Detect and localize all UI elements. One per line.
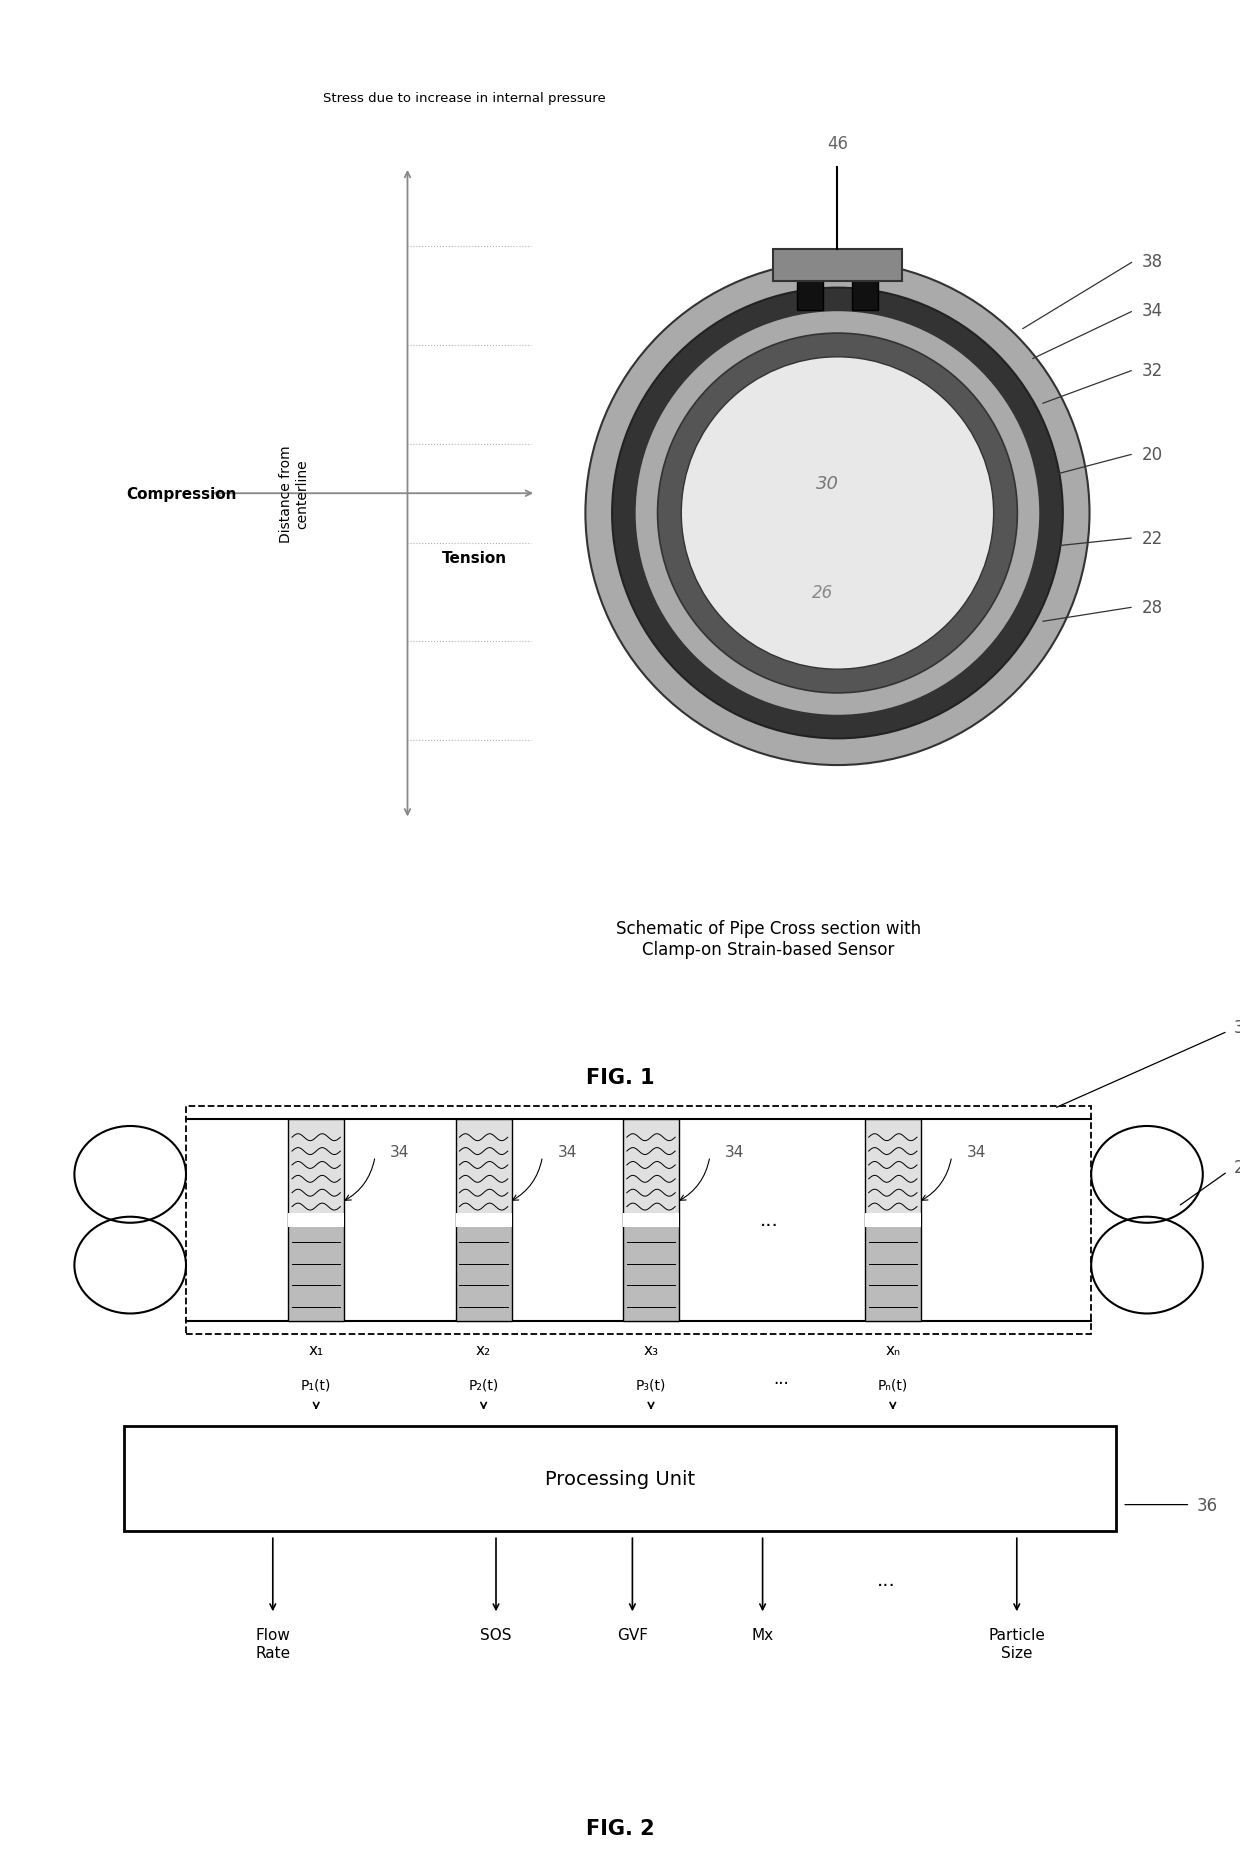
Text: FIG. 1: FIG. 1 <box>585 1066 655 1087</box>
Text: GVF: GVF <box>618 1627 647 1642</box>
Text: xₙ: xₙ <box>885 1342 900 1357</box>
Bar <box>774 250 901 281</box>
Text: 32: 32 <box>1234 1018 1240 1036</box>
Text: 46: 46 <box>827 134 848 153</box>
Bar <box>852 257 878 311</box>
Text: Schematic of Pipe Cross section with
Clamp-on Strain-based Sensor: Schematic of Pipe Cross section with Cla… <box>616 919 921 958</box>
Bar <box>186 1105 1091 1335</box>
Text: Distance from
centerline: Distance from centerline <box>279 445 309 542</box>
Bar <box>866 1221 921 1322</box>
Text: 38: 38 <box>1142 254 1163 270</box>
Circle shape <box>585 261 1090 766</box>
Bar <box>624 1213 680 1227</box>
Bar <box>624 1221 680 1322</box>
Text: 34: 34 <box>389 1144 409 1159</box>
Text: P₃(t): P₃(t) <box>636 1377 666 1392</box>
Text: 36: 36 <box>1197 1495 1218 1514</box>
Text: SOS: SOS <box>480 1627 512 1642</box>
Circle shape <box>635 311 1040 716</box>
Bar <box>624 1118 680 1221</box>
Text: Pₙ(t): Pₙ(t) <box>878 1377 908 1392</box>
Circle shape <box>657 334 1017 693</box>
Text: FIG. 2: FIG. 2 <box>585 1817 655 1838</box>
Circle shape <box>613 289 1063 738</box>
Circle shape <box>681 358 993 669</box>
Bar <box>866 1118 921 1221</box>
Text: 20: 20 <box>1234 1159 1240 1176</box>
Text: ...: ... <box>759 1210 779 1230</box>
Bar <box>288 1213 343 1227</box>
Text: P₂(t): P₂(t) <box>469 1377 498 1392</box>
Text: 28: 28 <box>1142 598 1163 617</box>
Bar <box>456 1213 511 1227</box>
Text: 22: 22 <box>1142 529 1163 548</box>
Text: 20: 20 <box>1142 445 1163 464</box>
Bar <box>456 1221 511 1322</box>
Text: x₂: x₂ <box>476 1342 491 1357</box>
Text: 34: 34 <box>558 1144 577 1159</box>
Text: x₁: x₁ <box>309 1342 324 1357</box>
Bar <box>866 1213 921 1227</box>
Text: Particle
Size: Particle Size <box>988 1627 1045 1659</box>
Text: Processing Unit: Processing Unit <box>544 1469 696 1487</box>
Text: Flow
Rate: Flow Rate <box>255 1627 290 1659</box>
Text: x₃: x₃ <box>644 1342 658 1357</box>
Text: P₁(t): P₁(t) <box>301 1377 331 1392</box>
Text: ...: ... <box>877 1569 897 1588</box>
Bar <box>288 1118 343 1221</box>
Bar <box>124 1426 1116 1530</box>
Text: ...: ... <box>774 1368 789 1387</box>
Text: 34: 34 <box>1142 302 1163 321</box>
Bar <box>456 1118 511 1221</box>
Text: Mx: Mx <box>751 1627 774 1642</box>
Bar <box>288 1221 343 1322</box>
Text: Compression: Compression <box>125 487 237 501</box>
Text: 34: 34 <box>724 1144 744 1159</box>
Text: Stress due to increase in internal pressure: Stress due to increase in internal press… <box>324 93 606 104</box>
Text: Tension: Tension <box>443 550 507 565</box>
Text: 26: 26 <box>812 583 833 602</box>
Bar <box>797 257 822 311</box>
Text: 30: 30 <box>816 475 839 494</box>
Text: 32: 32 <box>1142 362 1163 380</box>
Text: 34: 34 <box>967 1144 986 1159</box>
